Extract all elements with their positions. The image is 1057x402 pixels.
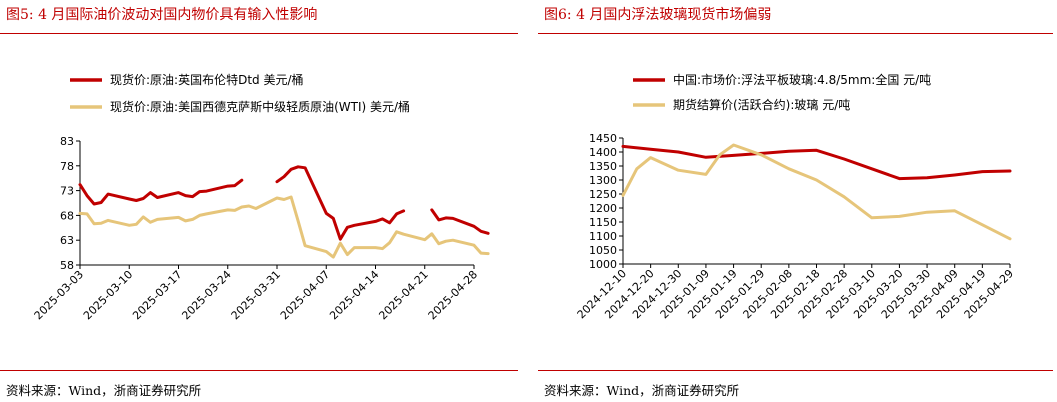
y-tick-label: 68 [60,209,74,222]
x-tick-label: 2025-03-17 [130,268,184,322]
y-tick-label: 1100 [589,230,617,243]
y-tick-label: 1450 [589,132,617,145]
figure-5-source: 资料来源：Wind，浙商证券研究所 [6,383,202,398]
figure-6-footer-rule [538,370,1053,371]
legend-label: 中国:市场价:浮法平板玻璃:4.8/5mm:全国 元/吨 [673,72,931,87]
series-line-2 [621,143,1012,241]
x-tick-label: 2025-04-21 [376,268,430,322]
figure-5-panel: 图5: 4 月国际油价波动对国内物价具有输入性影响 58 63 68 73 78 83 20… [0,0,520,402]
figure-6-title-rule [538,33,1053,34]
figure-5-footer-rule [0,370,518,371]
y-tick-label: 58 [60,259,74,272]
oil-price-chart: 5863687378832025-03-032025-03-102025-03-… [32,72,490,322]
y-tick-label: 1200 [589,202,617,215]
y-tick-label: 83 [60,135,74,148]
series-line-2 [78,195,490,259]
figure-5-title-rule [0,33,518,34]
y-tick-label: 1350 [589,160,617,173]
figure-5-title: 图5: 4 月国际油价波动对国内物价具有输入性影响 [6,7,318,23]
figure-6-source: 资料来源：Wind，浙商证券研究所 [544,383,740,398]
y-tick-label: 78 [60,160,74,173]
legend-label: 期货结算价(活跃合约):玻璃 元/吨 [673,97,850,112]
x-tick-label: 2025-04-07 [278,268,332,322]
x-tick-label: 2025-03-03 [32,268,86,322]
y-tick-label: 1300 [589,174,617,187]
y-tick-label: 73 [60,185,74,198]
x-tick-label: 2025-03-24 [179,268,233,322]
x-tick-label: 2025-03-31 [229,268,283,322]
y-tick-label: 63 [60,234,74,247]
glass-price-chart: 1000105011001150120012501300135014001450… [575,72,1016,321]
x-tick-label: 2025-03-10 [81,268,135,322]
y-tick-label: 1050 [589,244,617,257]
y-tick-label: 1000 [589,258,617,271]
figure-6-title: 图6: 4 月国内浮法玻璃现货市场偏弱 [544,7,772,23]
y-tick-label: 1150 [589,216,617,229]
y-tick-label: 1400 [589,146,617,159]
legend-label: 现货价:原油:美国西德克萨斯中级轻质原油(WTI) 美元/桶 [110,99,410,114]
x-tick-label: 2025-04-28 [426,268,480,322]
series-line-1 [78,165,490,241]
x-tick-label: 2025-04-14 [327,268,381,322]
series-line-1 [621,144,1012,181]
legend-label: 现货价:原油:英国布伦特Dtd 美元/桶 [110,72,304,87]
y-tick-label: 1250 [589,188,617,201]
figure-6-panel: 图6: 4 月国内浮法玻璃现货市场偏弱 1000 1050 1100 1150 1200… [538,0,1057,402]
